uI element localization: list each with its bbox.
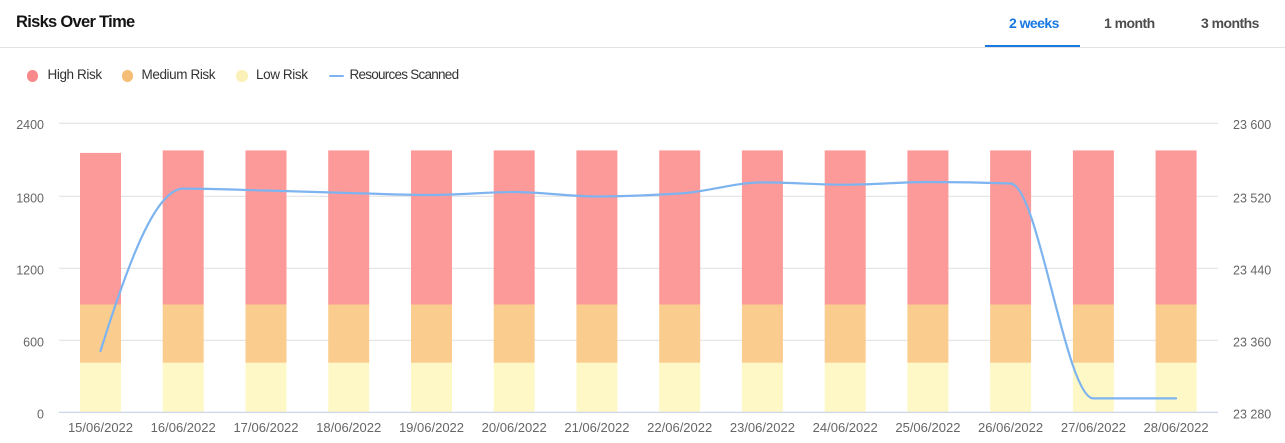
svg-text:20/06/2022: 20/06/2022 [482,420,547,435]
svg-text:16/06/2022: 16/06/2022 [151,420,216,435]
svg-text:27/06/2022: 27/06/2022 [1061,420,1126,435]
svg-text:17/06/2022: 17/06/2022 [233,420,298,435]
svg-text:23 360: 23 360 [1233,335,1271,349]
svg-text:28/06/2022: 28/06/2022 [1144,420,1209,435]
svg-text:1800: 1800 [16,191,44,205]
svg-text:2400: 2400 [16,118,44,132]
svg-text:23 600: 23 600 [1233,118,1271,132]
svg-text:19/06/2022: 19/06/2022 [399,420,464,435]
svg-text:23 280: 23 280 [1233,407,1271,421]
svg-text:26/06/2022: 26/06/2022 [978,420,1043,435]
svg-text:600: 600 [23,335,44,349]
svg-text:23/06/2022: 23/06/2022 [730,420,795,435]
svg-text:21/06/2022: 21/06/2022 [564,420,629,435]
svg-text:23 520: 23 520 [1233,191,1271,205]
svg-text:23 440: 23 440 [1233,263,1271,277]
svg-text:1200: 1200 [16,263,44,277]
svg-text:0: 0 [37,407,44,421]
svg-text:24/06/2022: 24/06/2022 [813,420,878,435]
svg-text:18/06/2022: 18/06/2022 [316,420,381,435]
svg-text:25/06/2022: 25/06/2022 [895,420,960,435]
svg-text:15/06/2022: 15/06/2022 [68,420,133,435]
svg-text:22/06/2022: 22/06/2022 [647,420,712,435]
